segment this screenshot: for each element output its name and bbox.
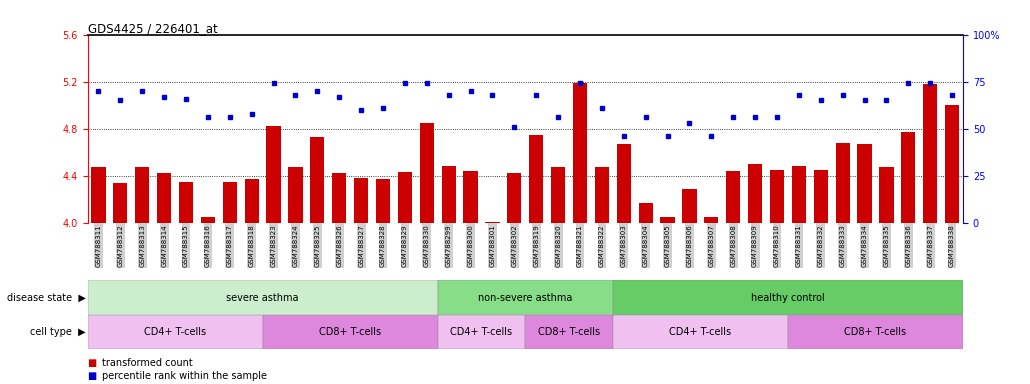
Bar bbox=[92, 167, 106, 223]
Text: cell type  ▶: cell type ▶ bbox=[30, 327, 85, 337]
Bar bbox=[88, 315, 263, 349]
Bar bbox=[529, 134, 544, 223]
Bar bbox=[613, 315, 788, 349]
Bar bbox=[438, 315, 525, 349]
Text: percentile rank within the sample: percentile rank within the sample bbox=[102, 371, 267, 381]
Bar bbox=[507, 173, 521, 223]
Bar bbox=[769, 170, 784, 223]
Bar bbox=[594, 167, 609, 223]
Bar bbox=[792, 166, 806, 223]
Bar bbox=[857, 144, 871, 223]
Bar bbox=[923, 84, 937, 223]
Text: severe asthma: severe asthma bbox=[227, 293, 299, 303]
Bar bbox=[788, 315, 963, 349]
Bar bbox=[748, 164, 762, 223]
Bar bbox=[573, 83, 587, 223]
Bar bbox=[354, 178, 369, 223]
Bar bbox=[835, 143, 850, 223]
Bar bbox=[442, 166, 456, 223]
Bar bbox=[135, 167, 149, 223]
Text: non-severe asthma: non-severe asthma bbox=[478, 293, 573, 303]
Bar bbox=[438, 280, 613, 315]
Bar bbox=[705, 217, 719, 223]
Text: ■: ■ bbox=[88, 358, 97, 368]
Bar bbox=[288, 167, 303, 223]
Bar bbox=[263, 315, 438, 349]
Bar bbox=[639, 203, 653, 223]
Bar bbox=[485, 222, 500, 223]
Bar bbox=[332, 173, 346, 223]
Bar bbox=[179, 182, 194, 223]
Text: healthy control: healthy control bbox=[751, 293, 825, 303]
Bar bbox=[201, 217, 215, 223]
Bar bbox=[398, 172, 412, 223]
Bar bbox=[113, 183, 128, 223]
Bar bbox=[617, 144, 631, 223]
Bar bbox=[222, 182, 237, 223]
Text: CD4+ T-cells: CD4+ T-cells bbox=[670, 327, 731, 337]
Bar bbox=[726, 171, 741, 223]
Text: CD4+ T-cells: CD4+ T-cells bbox=[144, 327, 206, 337]
Bar bbox=[551, 167, 565, 223]
Bar bbox=[660, 217, 675, 223]
Bar bbox=[157, 173, 171, 223]
Bar bbox=[376, 179, 390, 223]
Bar bbox=[464, 171, 478, 223]
Bar bbox=[244, 179, 259, 223]
Text: ■: ■ bbox=[88, 371, 97, 381]
Bar bbox=[525, 315, 613, 349]
Bar bbox=[880, 167, 894, 223]
Bar bbox=[682, 189, 696, 223]
Bar bbox=[814, 170, 828, 223]
Bar bbox=[419, 123, 434, 223]
Text: CD8+ T-cells: CD8+ T-cells bbox=[319, 327, 381, 337]
Text: CD8+ T-cells: CD8+ T-cells bbox=[845, 327, 906, 337]
Bar bbox=[267, 126, 281, 223]
Bar bbox=[310, 137, 324, 223]
Bar bbox=[945, 105, 959, 223]
Text: CD4+ T-cells: CD4+ T-cells bbox=[450, 327, 513, 337]
Bar bbox=[613, 280, 963, 315]
Bar bbox=[901, 132, 916, 223]
Text: GDS4425 / 226401_at: GDS4425 / 226401_at bbox=[88, 22, 217, 35]
Text: CD8+ T-cells: CD8+ T-cells bbox=[538, 327, 600, 337]
Text: transformed count: transformed count bbox=[102, 358, 193, 368]
Bar bbox=[88, 280, 438, 315]
Text: disease state  ▶: disease state ▶ bbox=[6, 293, 85, 303]
